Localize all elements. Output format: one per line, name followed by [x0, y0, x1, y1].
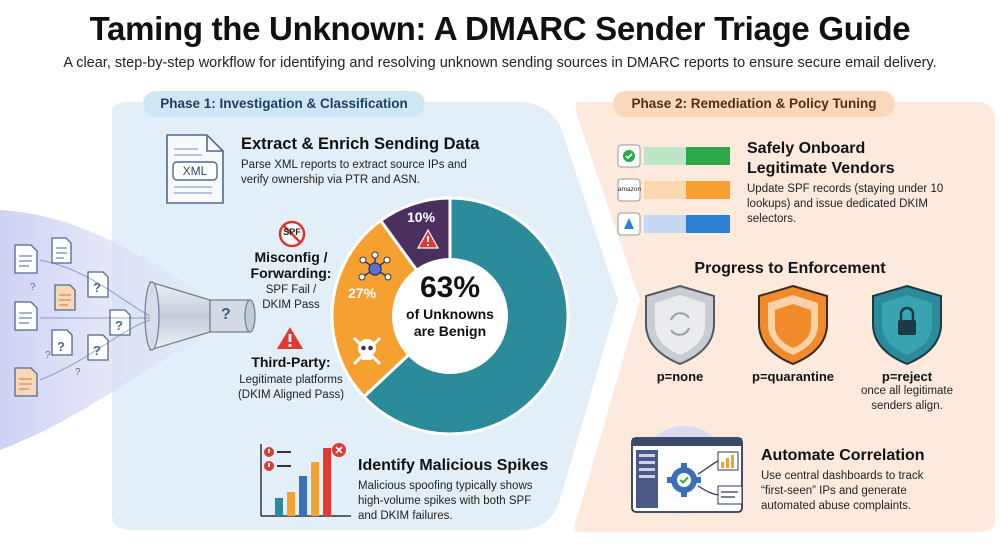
phase1-label: Phase 1: Investigation & Classification — [143, 91, 425, 117]
onboard-desc-line1: Update SPF records (staying under 10 — [747, 183, 944, 195]
misconfig-desc-line2: DKIM Pass — [262, 299, 320, 311]
doc-icon: ? — [87, 334, 109, 361]
misconfig-title-line2: Forwarding: — [250, 265, 332, 281]
enforcement-title: Progress to Enforcement — [694, 260, 886, 277]
gear-icon — [667, 463, 701, 497]
shield-quarantine-icon — [758, 284, 828, 366]
doc-icon — [14, 367, 38, 397]
spf-label: SPF — [283, 227, 301, 237]
vendor-list-icon — [617, 144, 730, 236]
malicious-spikes-chart-icon — [260, 443, 351, 517]
doc-icon: ? — [51, 329, 73, 356]
vendor-row-azure — [617, 212, 730, 236]
amazon-logo-text: amazon — [618, 186, 642, 193]
policy-shields — [645, 284, 942, 366]
funnel-swoosh — [0, 210, 200, 450]
policy-reject-note-line2: senders align. — [871, 400, 943, 412]
phase2-label: Phase 2: Remediation & Policy Tuning — [613, 91, 895, 117]
donut-center-percent: 63% — [419, 271, 481, 304]
xml-file-icon — [166, 134, 224, 204]
dashboard-automation-icon — [631, 426, 743, 514]
xml-label: XML — [182, 164, 208, 178]
donut-overlay-icons — [352, 228, 440, 366]
misconfig-title-line1: Misconfig / — [254, 249, 328, 265]
spikes-desc-line1: Malicious spoofing typically shows — [358, 480, 533, 492]
benign-unknowns-donut-chart — [330, 196, 570, 436]
svg-text:?: ? — [115, 318, 123, 333]
network-node-icon — [358, 251, 392, 281]
misconfig-desc-line1: SPF Fail / — [265, 284, 317, 296]
svg-text:?: ? — [45, 350, 51, 361]
donut-center-line3: are Benign — [413, 323, 487, 339]
page-title: Taming the Unknown: A DMARC Sender Triag… — [89, 10, 911, 47]
funnel-question-mark: ? — [221, 306, 231, 323]
automate-desc-line2: “first-seen” IPs and generate — [761, 485, 907, 497]
extract-title: Extract & Enrich Sending Data — [241, 135, 480, 153]
spf-blocked-icon — [278, 220, 306, 248]
doc-icon — [51, 237, 72, 264]
onboard-desc-line3: selectors. — [747, 213, 797, 225]
doc-icon — [14, 244, 38, 274]
spikes-desc-line3: and DKIM failures. — [358, 510, 453, 522]
policy-quarantine-label: p=quarantine — [752, 369, 834, 384]
automate-desc-line3: automated abuse complaints. — [761, 500, 912, 512]
donut-hole — [392, 258, 508, 374]
third-party-title: Third-Party: — [251, 354, 331, 370]
doc-icon: ? — [87, 271, 109, 298]
doc-icon: ? — [109, 309, 131, 336]
onboard-title-line1: Safely Onboard — [747, 140, 866, 157]
third-party-desc-line2: (DKIM Aligned Pass) — [237, 389, 345, 401]
slice-label-10: 10% — [407, 209, 436, 225]
spikes-title: Identify Malicious Spikes — [358, 457, 549, 474]
warning-icon — [416, 228, 440, 249]
policy-reject-label: p=reject — [881, 369, 933, 384]
svg-text:?: ? — [30, 282, 36, 293]
third-party-desc-line1: Legitimate platforms — [239, 374, 343, 386]
slice-label-27: 27% — [348, 285, 377, 301]
policy-none-label: p=none — [656, 369, 704, 384]
skull-icon — [352, 336, 382, 366]
doc-icon — [14, 301, 38, 331]
spikes-desc-line2: high-volume spikes with both SPF — [358, 495, 532, 507]
vendor-row-verified — [617, 144, 730, 168]
warning-triangle-icon — [277, 327, 303, 349]
onboard-desc-line2: lookups) and issue dedicated DKIM — [747, 198, 928, 210]
svg-text:?: ? — [93, 280, 101, 295]
automate-title: Automate Correlation — [761, 447, 925, 464]
automate-desc-line1: Use central dashboards to track — [761, 470, 924, 482]
shield-reject-icon — [872, 284, 942, 366]
svg-text:?: ? — [75, 367, 81, 378]
page-subtitle: A clear, step-by-step workflow for ident… — [63, 55, 937, 71]
extract-description: Parse XML reports to extract source IPs … — [241, 159, 467, 186]
vendor-row-amazon — [617, 178, 730, 202]
shield-none-icon — [645, 284, 715, 366]
svg-text:?: ? — [93, 343, 101, 358]
doc-icon — [54, 284, 76, 311]
onboard-title-line2: Legitimate Vendors — [747, 160, 895, 177]
incoming-reports-icons: ? ? ? ? ? ? ? — [14, 237, 150, 397]
policy-reject-note-line1: once all legitimate — [860, 385, 954, 397]
svg-text:?: ? — [57, 339, 65, 354]
donut-center-line2: of Unknowns — [406, 306, 494, 322]
